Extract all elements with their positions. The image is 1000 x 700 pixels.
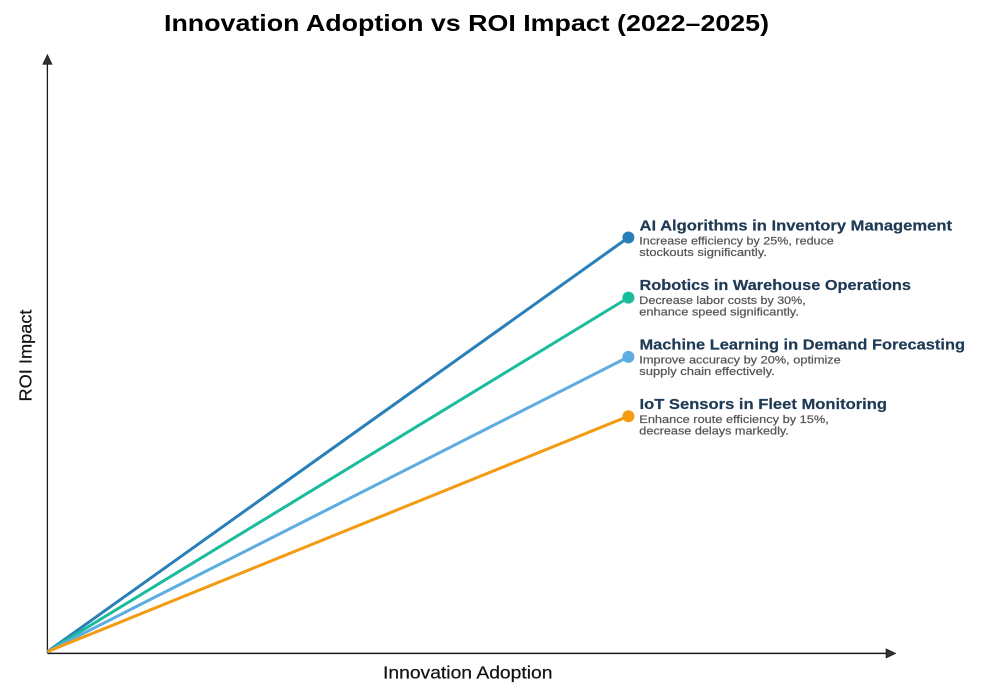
svg-text:Machine Learning in Demand For: Machine Learning in Demand Forecasting: [640, 337, 966, 353]
svg-text:Innovation Adoption vs ROI Imp: Innovation Adoption vs ROI Impact (2022–…: [164, 10, 769, 36]
svg-text:Increase efficiency by 25%, re: Increase efficiency by 25%, reduce: [639, 236, 834, 248]
svg-text:decrease delays markedly.: decrease delays markedly.: [639, 425, 789, 437]
svg-text:IoT Sensors in Fleet Monitorin: IoT Sensors in Fleet Monitoring: [640, 397, 888, 413]
svg-text:Improve accuracy by 20%, optim: Improve accuracy by 20%, optimize: [639, 354, 841, 366]
svg-text:Enhance route efficiency by 15: Enhance route efficiency by 15%,: [639, 414, 829, 426]
svg-text:ROI Impact: ROI Impact: [15, 309, 35, 401]
svg-text:stockouts significantly.: stockouts significantly.: [639, 247, 767, 259]
svg-text:enhance speed significantly.: enhance speed significantly.: [639, 306, 799, 318]
svg-text:AI Algorithms in Inventory Man: AI Algorithms in Inventory Management: [640, 219, 953, 235]
svg-text:Decrease labor costs by 30%,: Decrease labor costs by 30%,: [639, 295, 806, 307]
svg-text:Robotics in Warehouse Operatio: Robotics in Warehouse Operations: [640, 278, 912, 294]
svg-text:Innovation Adoption: Innovation Adoption: [383, 663, 553, 683]
svg-text:supply chain effectively.: supply chain effectively.: [639, 366, 775, 378]
